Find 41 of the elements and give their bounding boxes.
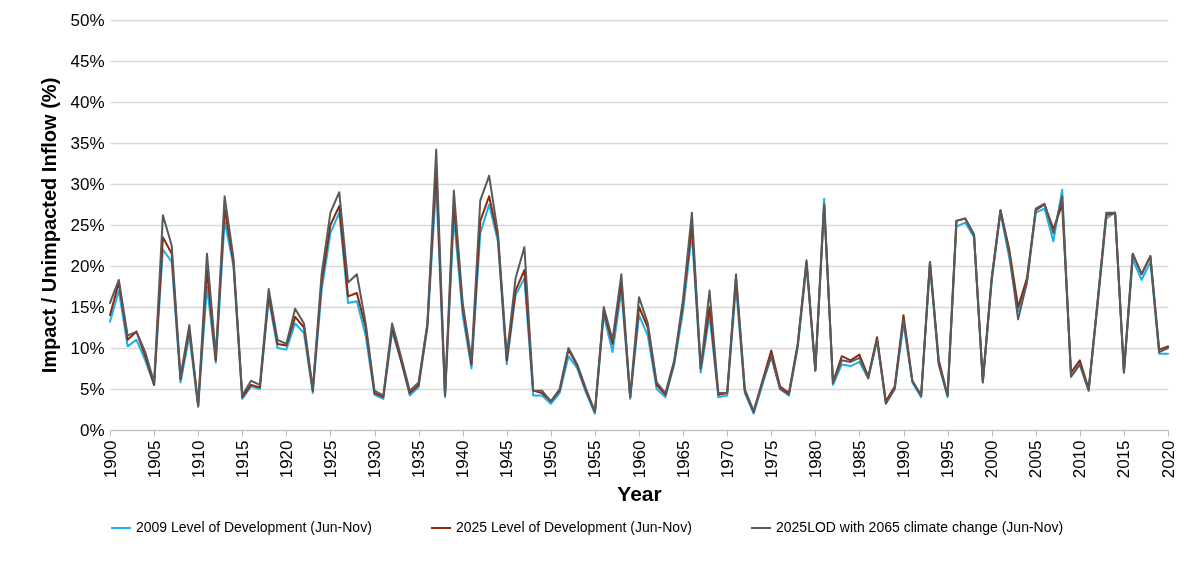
x-tick-label: 2010: [1070, 440, 1090, 479]
x-tick-label: 1940: [453, 440, 473, 479]
x-tick-label: 2015: [1114, 440, 1134, 479]
x-tick-label: 1975: [761, 440, 781, 479]
legend-label: 2025LOD with 2065 climate change (Jun-Nov): [776, 519, 1064, 535]
x-tick-label: 1900: [100, 440, 120, 479]
y-tick-label: 30%: [70, 174, 105, 194]
y-tick-label: 0%: [79, 420, 105, 440]
y-tick-label: 5%: [79, 379, 105, 399]
y-tick-label: 35%: [70, 133, 105, 153]
x-tick-label: 1905: [144, 440, 164, 479]
x-tick-label: 1915: [232, 440, 252, 479]
x-tick-label: 1995: [938, 440, 958, 479]
y-tick-label: 25%: [70, 215, 105, 235]
x-tick-label: 1960: [629, 440, 649, 479]
x-tick-label: 1950: [541, 440, 561, 479]
x-axis-title: Year: [617, 482, 662, 506]
legend-label: 2025 Level of Development (Jun-Nov): [456, 519, 692, 535]
x-tick-label: 2020: [1158, 440, 1178, 479]
x-tick-label: 1990: [894, 440, 913, 479]
x-tick-label: 1955: [585, 440, 605, 479]
y-tick-label: 15%: [70, 297, 105, 317]
x-tick-label: 1935: [409, 440, 429, 479]
x-tick-label: 2005: [1026, 440, 1046, 479]
x-tick-label: 1970: [717, 440, 737, 479]
x-tick-label: 2000: [982, 440, 1002, 479]
y-axis-title: Impact / Unimpacted Inflow (%): [38, 77, 61, 374]
x-tick-label: 1980: [805, 440, 825, 479]
x-tick-label: 1920: [276, 440, 296, 479]
x-tick-label: 1985: [849, 440, 869, 479]
y-tick-label: 45%: [70, 51, 105, 71]
x-tick-label: 1965: [673, 440, 693, 479]
y-tick-label: 40%: [70, 92, 105, 112]
y-tick-label: 50%: [70, 10, 105, 30]
y-tick-label: 20%: [70, 256, 105, 276]
x-tick-label: 1930: [365, 440, 384, 479]
x-tick-label: 1925: [320, 440, 340, 479]
x-tick-label: 1945: [497, 440, 517, 479]
x-tick-label: 1910: [188, 440, 208, 479]
legend-label: 2009 Level of Development (Jun-Nov): [136, 519, 372, 535]
y-tick-label: 10%: [70, 338, 105, 358]
